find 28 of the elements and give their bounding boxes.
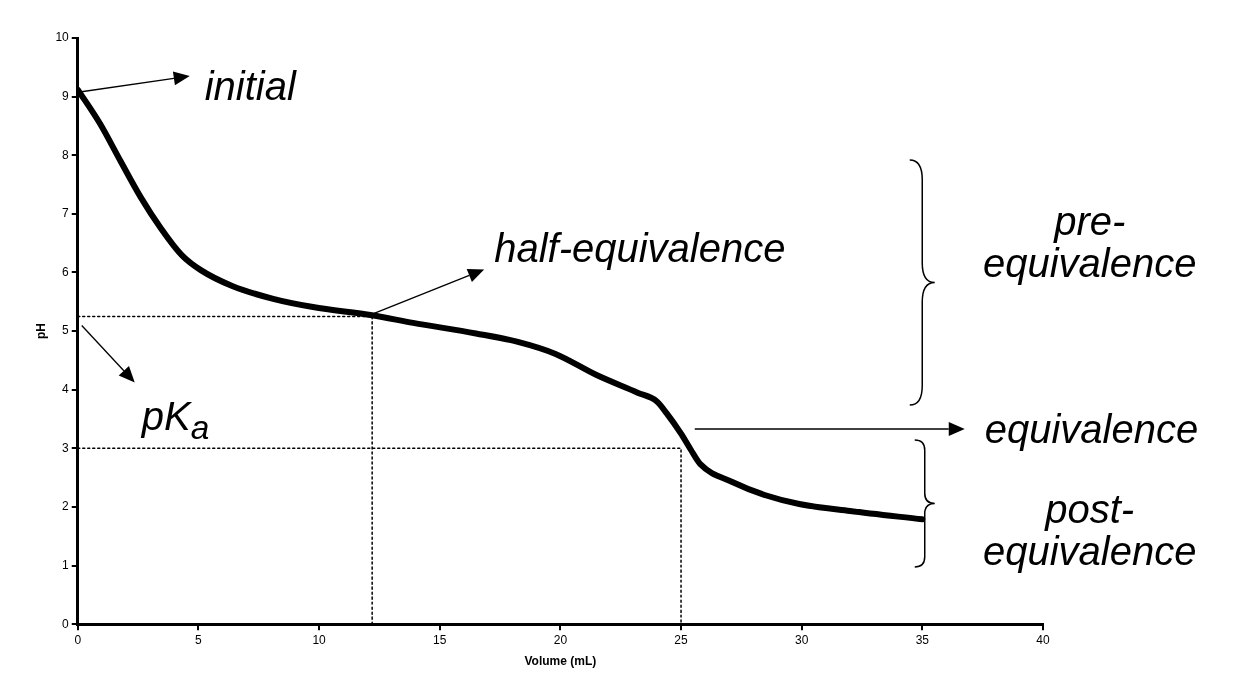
y-tick-label: 8 — [62, 147, 70, 162]
annotation: half-equivalence — [494, 226, 786, 271]
y-tick-label: 6 — [62, 264, 70, 279]
x-tick-label: 40 — [1036, 632, 1050, 647]
y-tick-label: 5 — [62, 323, 70, 338]
y-tick-label: 4 — [62, 382, 70, 397]
y-tick-label: 3 — [62, 440, 70, 455]
y-tick-label: 1 — [62, 557, 70, 572]
annotation: pre-equivalence — [982, 199, 1198, 285]
y-tick-label: 10 — [55, 30, 70, 45]
x-axis-title: Volume (mL) — [524, 654, 597, 669]
y-tick-label: 2 — [62, 499, 70, 514]
x-tick-label: 10 — [312, 632, 327, 647]
x-tick-label: 35 — [915, 632, 930, 647]
x-tick-label: 30 — [795, 632, 809, 647]
x-tick-label: 25 — [674, 632, 689, 647]
y-tick-label: 9 — [62, 88, 70, 103]
y-tick-label: 7 — [62, 206, 70, 221]
y-tick-label: 0 — [62, 616, 70, 631]
annotation: initial — [204, 64, 296, 108]
x-tick-label: 20 — [553, 632, 568, 647]
y-axis-title: pH — [33, 323, 48, 340]
annotation: post-equivalence — [982, 487, 1198, 573]
annotation: pK$_{a}$ — [141, 394, 210, 449]
x-tick-label: 5 — [195, 632, 203, 647]
x-tick-label: 15 — [433, 632, 447, 647]
annotation: equivalence — [984, 407, 1199, 451]
x-tick-label: 0 — [74, 632, 82, 647]
